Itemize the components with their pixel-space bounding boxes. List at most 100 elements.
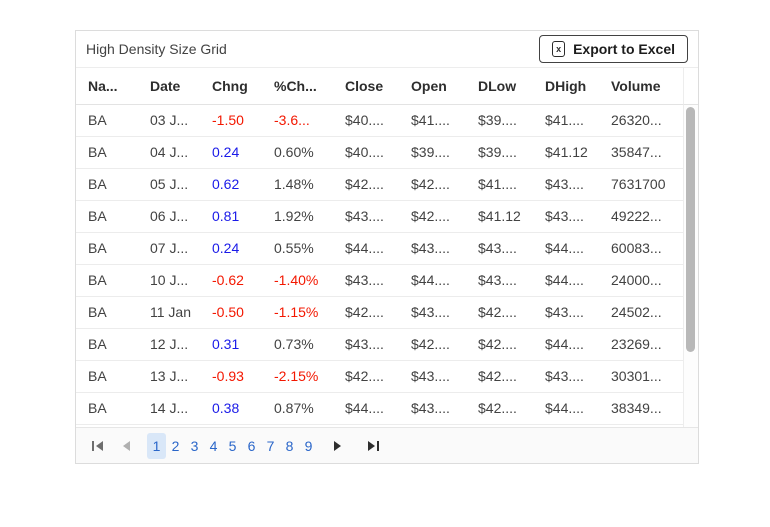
table-row[interactable]: BA 04 J... 0.24 0.60% $40.... $39.... $39.... $…: [76, 136, 683, 169]
column-header-dlow[interactable]: DLow: [466, 68, 533, 105]
export-button-label: Export to Excel: [573, 41, 675, 57]
cell-name: BA: [76, 360, 138, 393]
cell-volume: 49222...: [599, 200, 683, 233]
scrollbar-header-spacer: [683, 68, 698, 105]
cell-close: $42....: [333, 168, 399, 201]
cell-open: $43....: [399, 232, 466, 265]
column-header-date[interactable]: Date: [138, 68, 200, 105]
cell-dlow: $42....: [466, 360, 533, 393]
table-row[interactable]: BA 07 J... 0.24 0.55% $44.... $43.... $43.... $…: [76, 232, 683, 265]
table-row[interactable]: BA 11 Jan -0.50 -1.15% $42.... $43.... $42....…: [76, 296, 683, 329]
cell-dlow: $41....: [466, 168, 533, 201]
table-row[interactable]: BA 12 J... 0.31 0.73% $43.... $42.... $42.... $…: [76, 328, 683, 361]
table-row[interactable]: BA 05 J... 0.62 1.48% $42.... $42.... $41.... $…: [76, 168, 683, 201]
cell-date: 10 J...: [138, 264, 200, 297]
cell-name: BA: [76, 296, 138, 329]
column-header-close[interactable]: Close: [333, 68, 399, 105]
column-header-dhigh[interactable]: DHigh: [533, 68, 599, 105]
cell-dhigh: $43....: [533, 200, 599, 233]
column-header-open[interactable]: Open: [399, 68, 466, 105]
cell-close: $43....: [333, 328, 399, 361]
cell-dlow: $43....: [466, 264, 533, 297]
grid-title: High Density Size Grid: [86, 41, 227, 57]
cell-dlow: $42....: [466, 296, 533, 329]
cell-dhigh: $43....: [533, 296, 599, 329]
last-page-icon[interactable]: [362, 434, 384, 458]
cell-dlow: $42....: [466, 392, 533, 425]
page-number-2[interactable]: 2: [171, 437, 180, 454]
cell-close: $40....: [333, 104, 399, 137]
cell-pct: 0.55%: [262, 232, 333, 265]
scrollbar-thumb[interactable]: [686, 107, 695, 352]
cell-open: $42....: [399, 328, 466, 361]
table-row[interactable]: BA 13 J... -0.93 -2.15% $42.... $43.... $42...…: [76, 360, 683, 393]
cell-dhigh: $43....: [533, 168, 599, 201]
cell-volume: 35847...: [599, 136, 683, 169]
cell-open: $42....: [399, 200, 466, 233]
cell-volume: 24000...: [599, 264, 683, 297]
page-number-6[interactable]: 6: [247, 437, 256, 454]
data-table: Na... Date Chng %Ch... Close Open DLow D…: [76, 68, 683, 425]
column-header-name[interactable]: Na...: [76, 68, 138, 105]
cell-name: BA: [76, 232, 138, 265]
cell-pct: -3.6...: [262, 104, 333, 137]
cell-name: BA: [76, 104, 138, 137]
page-number-9[interactable]: 9: [304, 437, 313, 454]
page-number-4[interactable]: 4: [209, 437, 218, 454]
page-number-5[interactable]: 5: [228, 437, 237, 454]
table-row[interactable]: BA 10 J... -0.62 -1.40% $43.... $44.... $43...…: [76, 264, 683, 297]
cell-chng: 0.24: [200, 232, 262, 265]
cell-chng: 0.31: [200, 328, 262, 361]
cell-open: $41....: [399, 104, 466, 137]
cell-chng: -0.50: [200, 296, 262, 329]
vertical-scrollbar[interactable]: [683, 105, 698, 427]
cell-dhigh: $43....: [533, 360, 599, 393]
table-row[interactable]: BA 06 J... 0.81 1.92% $43.... $42.... $41.12 $4…: [76, 200, 683, 233]
cell-name: BA: [76, 168, 138, 201]
cell-date: 06 J...: [138, 200, 200, 233]
grid-titlebar: High Density Size Grid x Export to Excel: [76, 31, 698, 67]
cell-volume: 23269...: [599, 328, 683, 361]
table-row[interactable]: BA 03 J... -1.50 -3.6... $40.... $41.... $39..…: [76, 104, 683, 137]
table-row[interactable]: BA 14 J... 0.38 0.87% $44.... $43.... $42.... $…: [76, 392, 683, 425]
cell-dlow: $43....: [466, 232, 533, 265]
cell-pct: -1.40%: [262, 264, 333, 297]
page-number-list: 1 2 3 4 5 6 7 8 9: [147, 432, 318, 459]
column-header-chng[interactable]: Chng: [200, 68, 262, 105]
cell-close: $44....: [333, 232, 399, 265]
next-page-icon[interactable]: [326, 434, 348, 458]
cell-volume: 60083...: [599, 232, 683, 265]
cell-date: 07 J...: [138, 232, 200, 265]
cell-close: $42....: [333, 296, 399, 329]
cell-dlow: $41.12: [466, 200, 533, 233]
cell-chng: -1.50: [200, 104, 262, 137]
cell-name: BA: [76, 200, 138, 233]
page-number-3[interactable]: 3: [190, 437, 199, 454]
page-number-7[interactable]: 7: [266, 437, 275, 454]
export-to-excel-button[interactable]: x Export to Excel: [539, 35, 688, 63]
page-number-8[interactable]: 8: [285, 437, 294, 454]
cell-chng: 0.81: [200, 200, 262, 233]
column-header-pctchng[interactable]: %Ch...: [262, 68, 333, 105]
cell-date: 11 Jan: [138, 296, 200, 329]
cell-name: BA: [76, 264, 138, 297]
cell-volume: 24502...: [599, 296, 683, 329]
cell-chng: 0.62: [200, 168, 262, 201]
cell-date: 05 J...: [138, 168, 200, 201]
cell-pct: 0.87%: [262, 392, 333, 425]
column-header-volume[interactable]: Volume: [599, 68, 683, 105]
cell-open: $39....: [399, 136, 466, 169]
cell-open: $43....: [399, 392, 466, 425]
cell-name: BA: [76, 392, 138, 425]
cell-chng: -0.62: [200, 264, 262, 297]
pagination-bar: 1 2 3 4 5 6 7 8 9: [76, 427, 698, 463]
page-number-1[interactable]: 1: [147, 432, 166, 459]
excel-file-icon: x: [552, 41, 566, 57]
grid-body: Na... Date Chng %Ch... Close Open DLow D…: [76, 67, 698, 427]
cell-date: 14 J...: [138, 392, 200, 425]
cell-dlow: $39....: [466, 136, 533, 169]
cell-dlow: $39....: [466, 104, 533, 137]
previous-page-icon[interactable]: [115, 434, 137, 458]
cell-pct: -1.15%: [262, 296, 333, 329]
first-page-icon[interactable]: [86, 434, 108, 458]
